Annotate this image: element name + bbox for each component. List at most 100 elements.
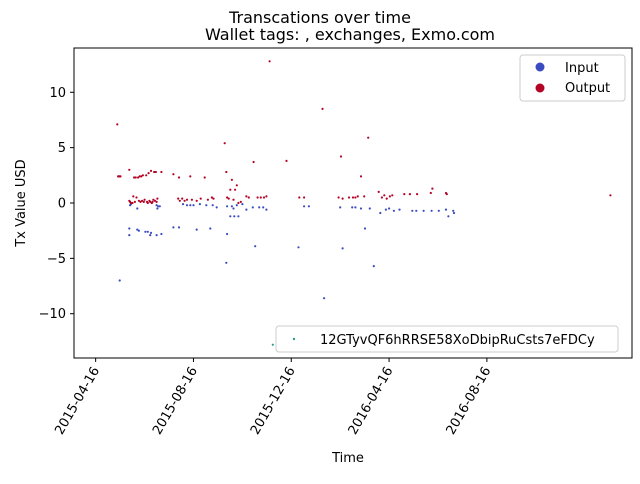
- y-tick-label-1: −5: [47, 252, 66, 267]
- data-point-series-1-26: [146, 201, 149, 205]
- data-point-series-1-83: [354, 196, 357, 199]
- data-point-series-1-77: [321, 107, 324, 110]
- data-point-series-1-61: [232, 198, 235, 201]
- data-point-series-0-12: [155, 234, 158, 237]
- data-point-series-1-51: [203, 176, 206, 179]
- y-tick-label-4: 10: [49, 86, 66, 101]
- data-point-series-1-54: [212, 197, 215, 200]
- legend-top: Input Output: [519, 54, 626, 102]
- data-point-series-0-23: [192, 204, 195, 207]
- data-point-series-1-43: [178, 199, 181, 202]
- data-point-series-0-27: [209, 227, 212, 230]
- data-point-series-0-9: [146, 230, 149, 233]
- data-point-series-0-11: [149, 231, 153, 234]
- x-axis-label: Time: [331, 451, 364, 466]
- data-point-series-0-48: [307, 205, 310, 208]
- data-point-series-1-33: [152, 198, 155, 201]
- data-point-series-1-72: [265, 195, 268, 198]
- data-point-series-0-14: [156, 207, 159, 210]
- data-point-series-0-20: [181, 203, 185, 206]
- data-point-series-1-100: [445, 193, 448, 196]
- data-point-series-1-45: [183, 199, 186, 202]
- data-point-series-0-22: [189, 204, 192, 207]
- data-point-series-1-65: [239, 200, 242, 203]
- data-point-series-0-57: [372, 265, 375, 268]
- data-point-series-0-16: [158, 205, 161, 208]
- legend-input-marker: [535, 62, 545, 72]
- data-point-series-0-45: [265, 208, 268, 211]
- data-point-series-1-18: [139, 200, 142, 203]
- data-point-series-0-52: [351, 206, 354, 209]
- legend-top-box: [519, 54, 626, 102]
- data-point-series-1-20: [141, 199, 144, 202]
- data-point-series-0-62: [398, 208, 401, 211]
- data-point-series-1-16: [137, 199, 140, 202]
- data-point-series-1-84: [356, 195, 359, 198]
- data-point-series-0-56: [368, 207, 371, 210]
- data-point-series-1-41: [177, 176, 181, 179]
- data-point-series-0-26: [205, 204, 208, 207]
- data-point-series-1-15: [137, 176, 140, 179]
- y-tick-label-2: 0: [58, 197, 66, 212]
- data-point-series-1-94: [403, 193, 406, 196]
- data-point-series-1-73: [268, 60, 271, 63]
- data-point-series-1-57: [226, 196, 229, 199]
- data-point-series-1-19: [140, 175, 143, 178]
- data-point-series-0-53: [354, 206, 357, 209]
- data-point-series-1-56: [225, 170, 228, 174]
- data-point-series-1-66: [245, 195, 248, 198]
- data-point-series-1-48: [190, 198, 193, 201]
- data-point-series-1-12: [133, 200, 136, 203]
- data-point-series-1-81: [347, 196, 351, 199]
- data-point-series-1-39: [160, 170, 163, 174]
- data-point-series-0-71: [452, 211, 456, 215]
- plot-area: [116, 60, 612, 346]
- data-point-series-0-40: [245, 208, 248, 211]
- data-point-series-0-35: [232, 207, 235, 210]
- data-point-series-0-0: [118, 279, 121, 282]
- data-point-series-1-80: [341, 197, 344, 200]
- y-axis-ticks: −10 −5 0 5 10: [39, 86, 74, 322]
- data-point-series-0-65: [422, 209, 425, 212]
- data-point-series-1-37: [155, 200, 158, 203]
- data-point-series-0-29: [215, 206, 218, 209]
- data-point-series-1-95: [408, 193, 411, 196]
- data-point-series-1-13: [134, 176, 137, 179]
- data-point-series-1-50: [199, 197, 202, 200]
- data-point-series-0-43: [258, 206, 261, 209]
- data-point-series-0-6: [136, 207, 139, 210]
- data-point-series-1-27: [147, 172, 150, 175]
- data-point-series-1-22: [142, 200, 145, 203]
- data-point-series-0-69: [447, 215, 450, 218]
- data-point-series-1-62: [234, 188, 237, 191]
- data-point-series-1-44: [181, 197, 184, 200]
- data-point-series-1-36: [154, 170, 157, 174]
- data-point-series-0-46: [297, 246, 300, 249]
- data-point-series-1-35: [153, 199, 157, 202]
- data-point-series-0-63: [411, 209, 414, 212]
- data-point-series-0-64: [415, 209, 418, 212]
- data-point-series-0-55: [363, 227, 367, 230]
- y-tick-label-3: 5: [58, 141, 66, 156]
- data-point-series-0-2: [128, 234, 131, 237]
- legend-output-marker: [535, 83, 545, 93]
- data-point-series-1-46: [185, 198, 189, 201]
- data-point-series-0-41: [251, 206, 254, 209]
- data-point-series-1-63: [235, 184, 238, 187]
- data-point-series-1-97: [429, 191, 432, 195]
- data-point-series-1-92: [388, 195, 391, 198]
- data-point-series-0-7: [137, 229, 140, 232]
- y-tick-label-0: −10: [39, 307, 66, 322]
- data-point-series-1-69: [256, 196, 259, 199]
- data-point-series-0-18: [172, 226, 175, 229]
- data-point-series-1-30: [149, 169, 153, 172]
- data-point-series-0-70: [452, 209, 455, 212]
- data-point-series-1-93: [391, 194, 394, 197]
- data-point-series-1-21: [141, 174, 144, 177]
- data-point-series-1-9: [131, 201, 134, 205]
- chart-title: Transcations over time: [228, 8, 411, 27]
- data-point-series-1-75: [298, 196, 301, 199]
- data-point-series-1-88: [377, 190, 380, 193]
